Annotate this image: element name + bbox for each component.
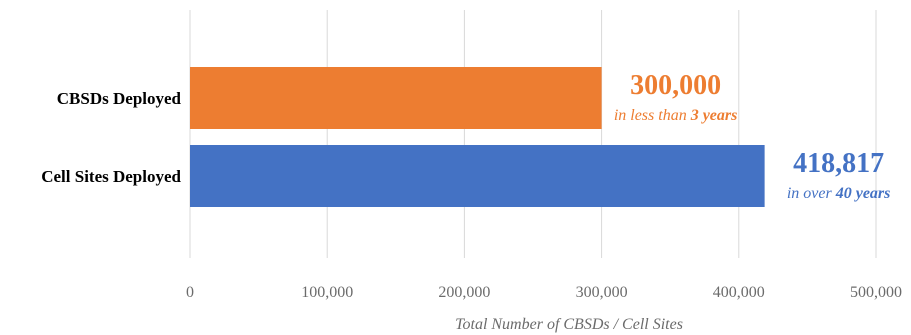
x-axis-title: Total Number of CBSDs / Cell Sites xyxy=(455,316,683,333)
bars xyxy=(190,67,765,207)
category-label: Cell Sites Deployed xyxy=(41,167,181,186)
x-tick-label: 200,000 xyxy=(438,284,490,301)
x-tick-label: 0 xyxy=(186,284,194,301)
x-tick-labels: 0 100,000 200,000 300,000 400,000 500,000 xyxy=(186,284,902,301)
x-tick-label: 400,000 xyxy=(713,284,765,301)
bar xyxy=(190,145,765,207)
bar-note-label: in less than 3 years xyxy=(614,107,738,124)
category-label: CBSDs Deployed xyxy=(57,89,182,108)
bar-value-label: 300,000 xyxy=(630,70,721,101)
bar-note-label: in over 40 years xyxy=(787,185,891,202)
x-tick-label: 300,000 xyxy=(576,284,628,301)
bar-annotations: 300,000 in less than 3 years 418,817 in ove… xyxy=(614,70,891,202)
category-labels: CBSDs Deployed Cell Sites Deployed xyxy=(41,89,181,186)
bar-value-label: 418,817 xyxy=(793,148,884,179)
grid-lines xyxy=(189,10,877,258)
x-tick-label: 100,000 xyxy=(301,284,353,301)
bar xyxy=(190,67,602,129)
x-tick-label: 500,000 xyxy=(850,284,902,301)
